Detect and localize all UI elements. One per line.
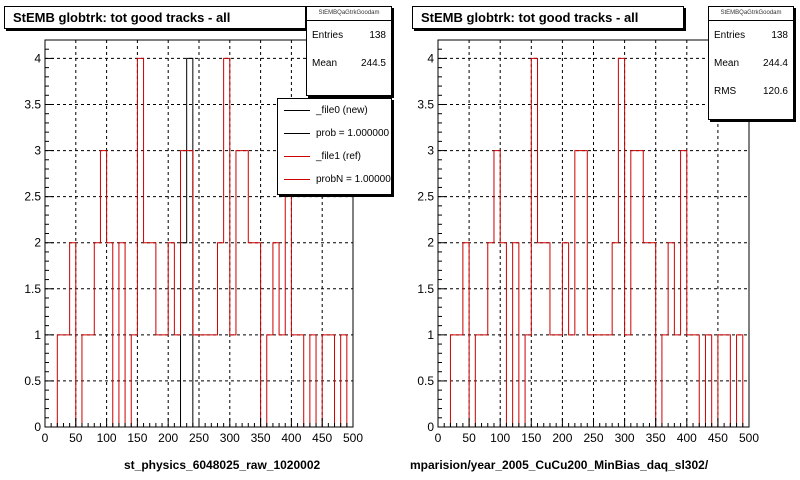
left-x-tick-label: 150 bbox=[127, 431, 147, 445]
left-entries-label: Entries bbox=[312, 29, 344, 41]
left-x-tick-label: 200 bbox=[158, 431, 178, 445]
right-x-tick-label: 100 bbox=[490, 431, 510, 445]
right-x-tick-label: 400 bbox=[677, 431, 697, 445]
left-y-tick-label: 0.5 bbox=[24, 374, 41, 388]
left-x-tick-label: 350 bbox=[251, 431, 271, 445]
right-stats-box: StEMBQaGtrkGoodam Entries 138 Mean 244.4… bbox=[708, 6, 794, 120]
left-x-tick-label: 250 bbox=[189, 431, 209, 445]
left-x-caption: st_physics_6048025_raw_1020002 bbox=[124, 458, 321, 472]
left-mean-value: 244.5 bbox=[360, 57, 386, 69]
right-stats-mean: Mean 244.4 bbox=[709, 49, 793, 77]
right-x-tick-label: 200 bbox=[552, 431, 572, 445]
legend-entry-probn: probN = 1.000000 bbox=[278, 168, 391, 191]
right-x-tick-label: 350 bbox=[646, 431, 666, 445]
left-plot-title: StEMB globtrk: tot good tracks - all bbox=[4, 6, 306, 29]
left-y-tick-label: 1.5 bbox=[24, 282, 41, 296]
legend-label-file1: _file1 (ref) bbox=[316, 151, 362, 162]
right-y-tick-label: 3 bbox=[427, 144, 434, 158]
left-histogram-plot: 0 50 100 150 200 250 300 350 400 450 500 0 0.5 1 1.5 2 2… bbox=[24, 39, 363, 445]
left-x-tick-label: 100 bbox=[97, 431, 117, 445]
left-x-tick-label: 400 bbox=[281, 431, 301, 445]
legend-line-red-icon bbox=[284, 156, 310, 157]
right-x-tick-label: 300 bbox=[615, 431, 635, 445]
right-y-tick-label: 2.5 bbox=[417, 190, 434, 204]
right-x-tick-label: 0 bbox=[435, 431, 442, 445]
right-histogram-plot: 0 50 100 150 200 250 300 350 400 450 500 0 0.5 1 1.5 2 2… bbox=[417, 39, 759, 445]
right-mean-label: Mean bbox=[714, 57, 740, 69]
left-stats-box: StEMBQaGtrkGoodam Entries 138 Mean 244.5 bbox=[306, 6, 392, 96]
right-y-tick-label: 1 bbox=[427, 328, 434, 342]
legend-label-probn: probN = 1.000000 bbox=[316, 174, 392, 185]
left-x-tick-label: 450 bbox=[312, 431, 332, 445]
left-x-tick-label: 500 bbox=[343, 431, 363, 445]
left-x-tick-label: 300 bbox=[220, 431, 240, 445]
left-y-tick-label: 2.5 bbox=[24, 190, 41, 204]
legend-label-prob: prob = 1.000000 bbox=[316, 128, 390, 139]
right-entries-value: 138 bbox=[771, 29, 788, 41]
right-plot-title: StEMB globtrk: tot good tracks - all bbox=[412, 6, 684, 29]
legend-entry-prob: prob = 1.000000 bbox=[278, 122, 391, 145]
left-x-tick-label: 0 bbox=[42, 431, 49, 445]
legend-line-red-icon bbox=[284, 179, 310, 180]
right-y-tick-label: 4 bbox=[427, 51, 434, 65]
right-y-tick-label: 0 bbox=[427, 420, 434, 434]
legend-entry-file1: _file1 (ref) bbox=[278, 145, 391, 168]
right-x-tick-label: 250 bbox=[583, 431, 603, 445]
left-mean-label: Mean bbox=[312, 57, 338, 69]
right-y-tick-label: 1.5 bbox=[417, 282, 434, 296]
legend-line-black-icon bbox=[284, 133, 310, 134]
right-x-tick-label: 500 bbox=[739, 431, 759, 445]
right-x-caption: mparision/year_2005_CuCu200_MinBias_daq_… bbox=[410, 458, 709, 472]
left-entries-value: 138 bbox=[369, 29, 386, 41]
right-stats-entries: Entries 138 bbox=[709, 21, 793, 49]
right-rms-label: RMS bbox=[714, 85, 737, 97]
left-y-tick-label: 4 bbox=[34, 51, 41, 65]
legend-label-file0: _file0 (new) bbox=[316, 105, 368, 116]
left-legend: _file0 (new) prob = 1.000000 _file1 (ref… bbox=[277, 98, 392, 195]
left-stats-entries: Entries 138 bbox=[307, 21, 391, 49]
left-y-tick-label: 3.5 bbox=[24, 98, 41, 112]
right-x-tick-label: 50 bbox=[462, 431, 476, 445]
left-y-tick-label: 0 bbox=[34, 420, 41, 434]
right-rms-value: 120.6 bbox=[762, 85, 788, 97]
left-stats-mean: Mean 244.5 bbox=[307, 49, 391, 77]
right-entries-label: Entries bbox=[714, 29, 746, 41]
right-y-tick-label: 3.5 bbox=[417, 98, 434, 112]
legend-line-black-icon bbox=[284, 110, 310, 111]
right-x-tick-label: 150 bbox=[521, 431, 541, 445]
left-series-1-histogram-line bbox=[45, 57, 353, 428]
left-y-tick-label: 3 bbox=[34, 144, 41, 158]
right-stats-name: StEMBQaGtrkGoodam bbox=[709, 7, 793, 21]
right-x-tick-label: 450 bbox=[708, 431, 728, 445]
left-stats-name: StEMBQaGtrkGoodam bbox=[307, 7, 391, 21]
left-y-tick-label: 1 bbox=[34, 328, 41, 342]
right-y-tick-label: 2 bbox=[427, 236, 434, 250]
left-x-tick-label: 50 bbox=[69, 431, 83, 445]
left-y-tick-label: 2 bbox=[34, 236, 41, 250]
legend-entry-file0: _file0 (new) bbox=[278, 99, 391, 122]
right-y-tick-label: 0.5 bbox=[417, 374, 434, 388]
right-series-0-histogram-line bbox=[438, 57, 749, 428]
right-stats-rms: RMS 120.6 bbox=[709, 77, 793, 105]
right-mean-value: 244.4 bbox=[762, 57, 788, 69]
